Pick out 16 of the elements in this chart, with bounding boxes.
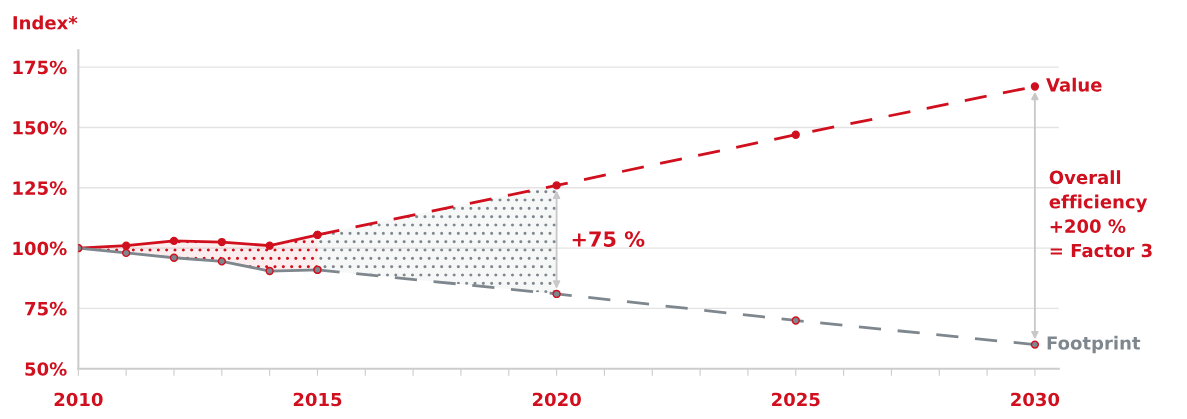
y-tick-label: 175% [13,60,67,75]
x-tick-label: 2030 [1011,392,1060,407]
y-tick-label: 50% [25,362,67,376]
series-label: Footprint [1047,335,1141,354]
x-tick-label: 2015 [293,392,342,407]
x-tick-label: 2020 [532,392,581,407]
y-tick-label: 75% [25,301,67,316]
annotation: +75 % [572,231,645,247]
y-tick-label: 125% [13,181,67,195]
y-axis-title: Index* [13,15,78,30]
y-tick-label: 150% [13,120,67,135]
annotation: Overall efficiency +200 % = Factor 3 [1049,170,1152,258]
series-label: Value [1046,77,1102,92]
x-tick-label: 2010 [54,392,103,407]
y-tick-label: 100% [13,241,67,256]
x-tick-label: 2025 [772,392,820,407]
